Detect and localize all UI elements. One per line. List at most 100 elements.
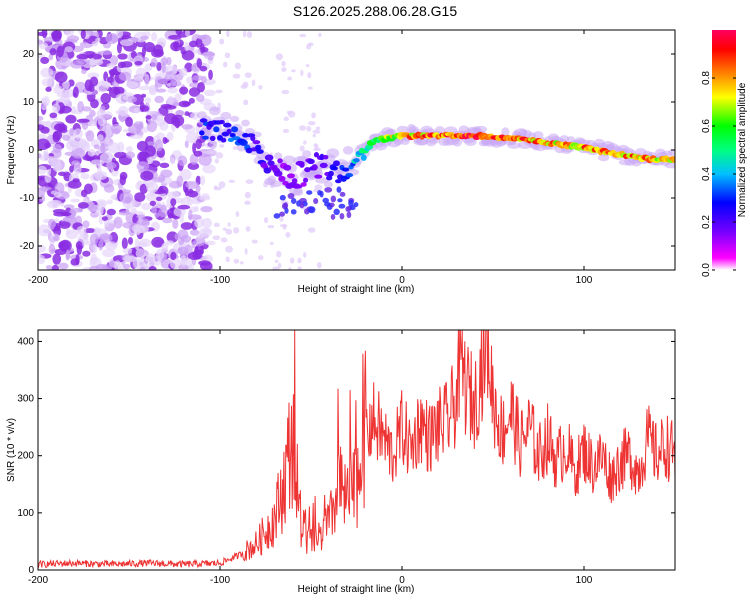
noise-blob — [144, 97, 152, 104]
noise-blob — [89, 233, 99, 245]
noise-blob — [315, 126, 321, 131]
noise-blob — [181, 123, 193, 130]
noise-blob — [50, 157, 61, 167]
noise-blob — [105, 32, 119, 45]
ridge-halo — [274, 152, 283, 160]
ridge-cell — [263, 167, 272, 174]
noise-blob — [227, 222, 231, 227]
ridge-halo — [342, 146, 354, 155]
noise-blob — [188, 188, 194, 194]
noise-blob — [58, 221, 71, 229]
noise-blob — [64, 30, 72, 36]
noise-blob — [53, 31, 62, 42]
noise-blob — [136, 140, 149, 152]
noise-blob — [155, 196, 163, 201]
noise-blob — [126, 95, 138, 103]
noise-blob — [215, 152, 224, 159]
noise-blob — [70, 258, 80, 266]
noise-blob — [54, 182, 65, 195]
noise-blob — [62, 80, 70, 90]
ridge-cell — [335, 179, 342, 184]
noise-blob — [77, 201, 89, 209]
noise-blob — [38, 244, 46, 253]
noise-blob — [49, 112, 58, 119]
ridge-halo — [667, 149, 675, 157]
ridge-cell — [256, 149, 264, 155]
noise-blob — [165, 240, 175, 246]
noise-blob — [223, 61, 228, 68]
noise-blob — [279, 223, 288, 228]
noise-blob — [200, 43, 205, 55]
noise-blob — [269, 241, 274, 245]
ridge-cell — [199, 130, 205, 136]
noise-blob — [146, 181, 159, 193]
noise-blob — [99, 152, 114, 164]
noise-blob — [159, 162, 170, 169]
noise-blob — [176, 175, 184, 188]
noise-blob — [89, 76, 99, 87]
ridge-cell — [252, 140, 261, 145]
noise-blob — [151, 32, 158, 42]
ridge-halo — [386, 128, 397, 136]
noise-blob — [154, 212, 160, 218]
noise-blob — [116, 42, 122, 54]
ridge-cell — [331, 166, 338, 171]
noise-blob — [82, 233, 89, 239]
noise-blob — [62, 215, 77, 223]
noise-blob — [99, 50, 113, 55]
noise-blob — [135, 67, 147, 78]
noise-blob — [143, 42, 156, 53]
noise-blob — [54, 71, 68, 83]
noise-blob — [243, 99, 249, 106]
noise-blob — [137, 180, 142, 187]
noise-blob — [105, 124, 113, 136]
ridge-halo — [532, 131, 544, 139]
noise-blob — [159, 121, 169, 131]
noise-blob — [106, 63, 115, 69]
noise-blob — [139, 183, 148, 194]
noise-blob — [204, 89, 216, 97]
noise-blob — [62, 134, 71, 141]
noise-blob — [177, 204, 191, 210]
noise-blob — [134, 60, 143, 66]
noise-blob — [136, 227, 149, 234]
noise-blob — [96, 109, 105, 118]
noise-blob — [139, 238, 152, 248]
noise-blob — [170, 198, 177, 207]
noise-blob — [89, 109, 96, 118]
noise-blob — [40, 67, 54, 78]
noise-blob — [166, 96, 175, 105]
noise-blob — [82, 250, 91, 257]
noise-blob — [54, 218, 60, 223]
ridge-cell — [201, 135, 209, 140]
noise-blob — [251, 79, 256, 87]
ridge-cell — [338, 203, 346, 209]
noise-blob — [44, 174, 52, 183]
noise-blob — [45, 264, 53, 270]
noise-blob — [180, 255, 187, 267]
noise-blob — [189, 229, 200, 236]
noise-blob — [140, 127, 150, 133]
colorbar-tick-label: 0.0 — [701, 263, 712, 277]
y-tick-label: 100 — [17, 508, 34, 519]
noise-blob — [274, 259, 279, 264]
noise-blob — [97, 116, 106, 127]
noise-blob — [97, 134, 104, 141]
ridge-cell — [336, 186, 342, 193]
spectrogram-y-ticks: -20 -10 0 10 20 — [20, 49, 675, 252]
y-tick-label: 0 — [28, 145, 34, 156]
noise-blob — [225, 256, 230, 263]
noise-blob — [318, 32, 322, 38]
noise-blob — [245, 179, 254, 184]
noise-blob — [105, 136, 110, 145]
noise-blob — [116, 30, 124, 39]
noise-blob — [169, 258, 182, 270]
ridge-cell — [279, 194, 286, 201]
noise-blob — [58, 171, 67, 177]
noise-blob — [76, 118, 90, 123]
noise-blob — [76, 225, 87, 236]
noise-blob — [185, 30, 190, 37]
noise-blob — [106, 76, 114, 83]
ridge-halo — [292, 189, 304, 196]
noise-blob — [162, 137, 168, 144]
